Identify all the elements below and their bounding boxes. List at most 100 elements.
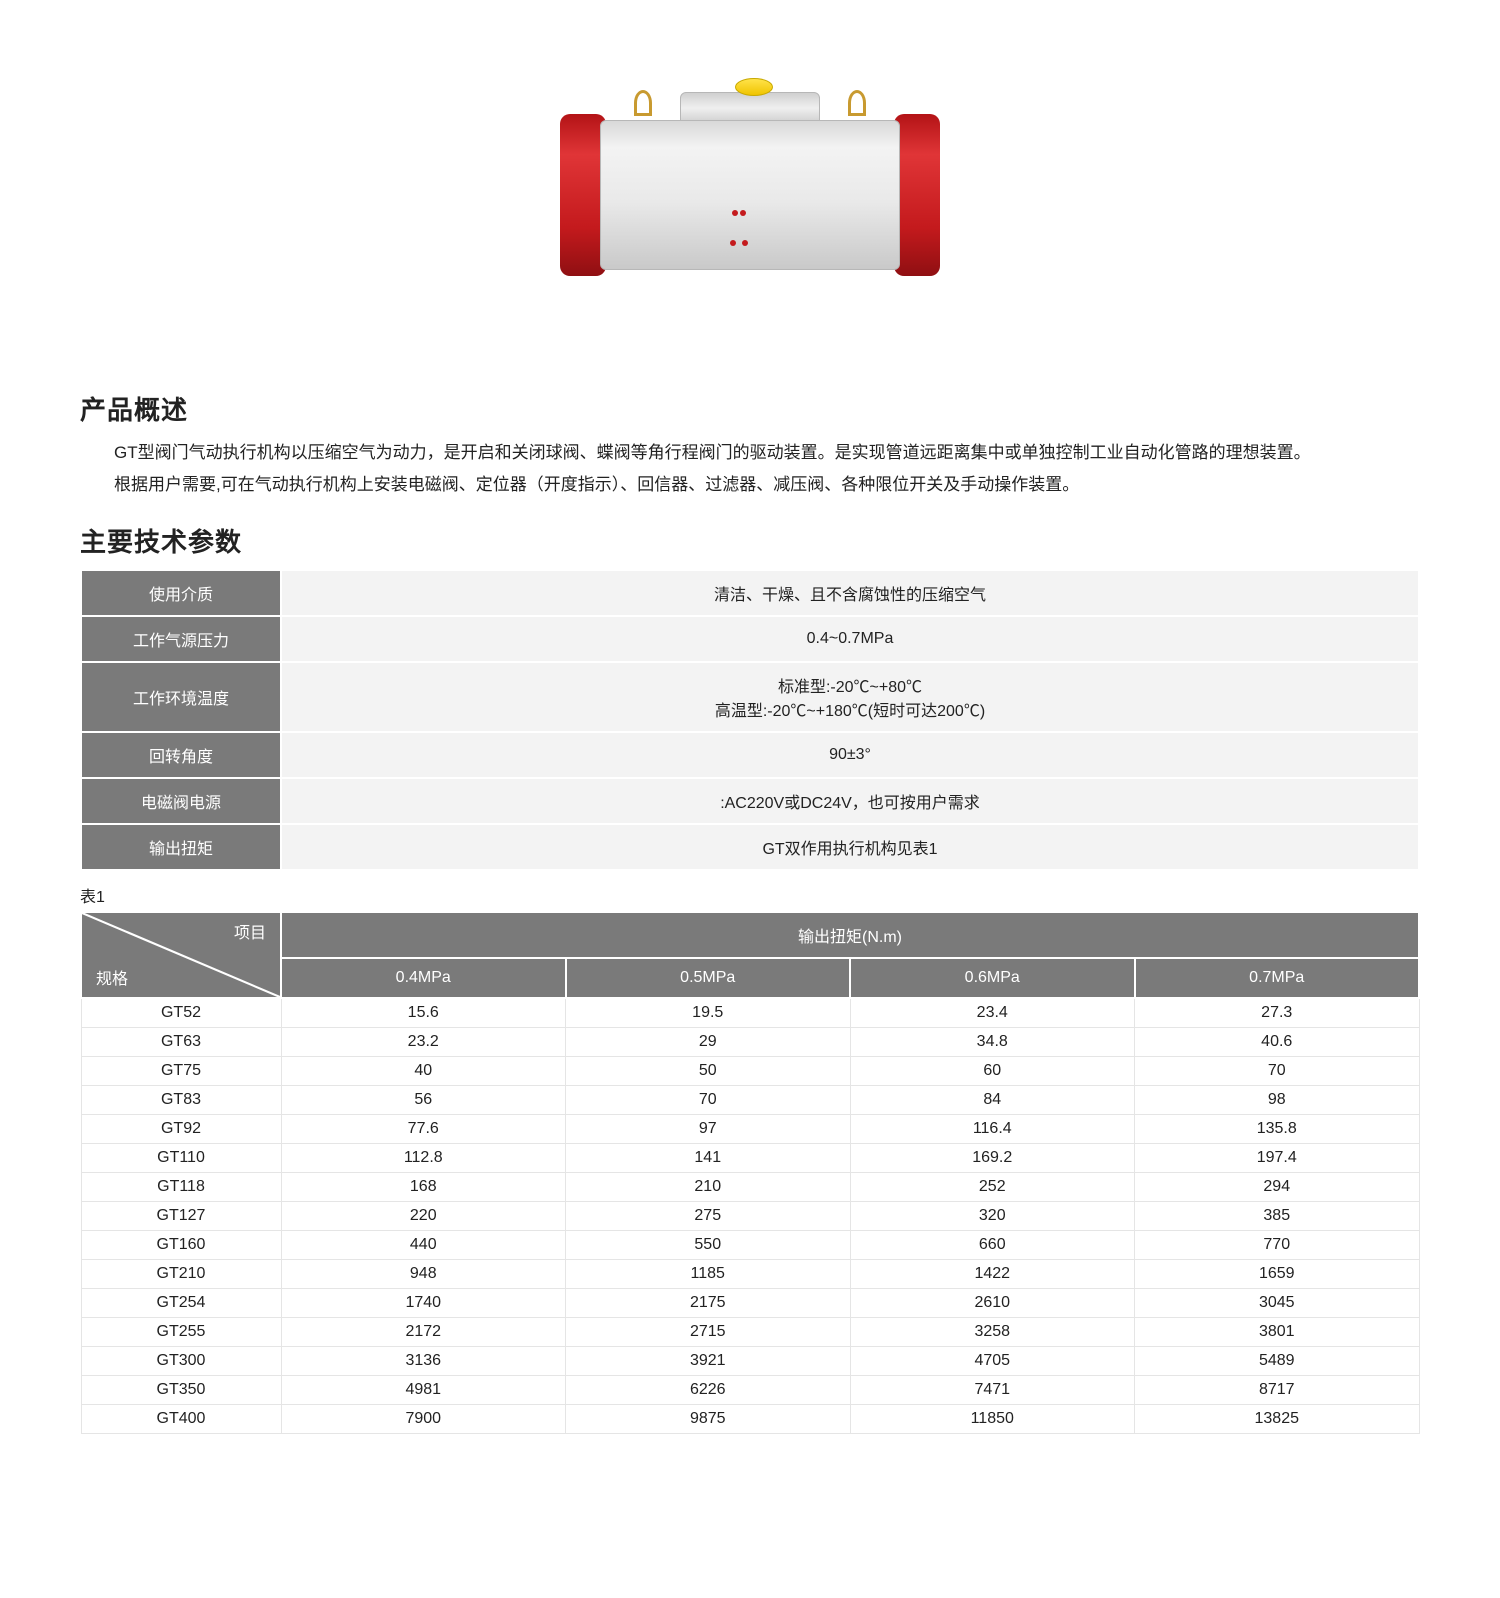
torque-value-cell: 56 [281, 1085, 566, 1114]
torque-value-cell: 77.6 [281, 1114, 566, 1143]
spec-value: 0.4~0.7MPa [281, 616, 1419, 662]
torque-spec-cell: GT75 [81, 1056, 281, 1085]
overview-p1: GT型阀门气动执行机构以压缩空气为动力，是开启和关闭球阀、蝶阀等角行程阀门的驱动… [80, 437, 1420, 469]
torque-spec-cell: GT210 [81, 1259, 281, 1288]
torque-value-cell: 98 [1135, 1085, 1420, 1114]
torque-value-cell: 6226 [566, 1375, 851, 1404]
specs-table: 使用介质清洁、干燥、且不含腐蚀性的压缩空气工作气源压力0.4~0.7MPa工作环… [80, 569, 1420, 871]
torque-value-cell: 50 [566, 1056, 851, 1085]
diag-top-label: 项目 [234, 919, 266, 943]
torque-spec-cell: GT350 [81, 1375, 281, 1404]
spec-label: 电磁阀电源 [81, 778, 281, 824]
torque-value-cell: 29 [566, 1027, 851, 1056]
torque-value-cell: 7471 [850, 1375, 1135, 1404]
torque-value-cell: 3258 [850, 1317, 1135, 1346]
torque-spec-cell: GT118 [81, 1172, 281, 1201]
torque-spec-cell: GT110 [81, 1143, 281, 1172]
torque-value-cell: 4981 [281, 1375, 566, 1404]
torque-value-cell: 3136 [281, 1346, 566, 1375]
torque-col-header: 0.7MPa [1135, 958, 1420, 998]
torque-value-cell: 252 [850, 1172, 1135, 1201]
torque-spec-cell: GT52 [81, 998, 281, 1028]
table1-label: 表1 [80, 883, 1420, 907]
torque-spec-cell: GT400 [81, 1404, 281, 1433]
torque-col-header: 0.5MPa [566, 958, 851, 998]
diag-header: 项目 规格 [81, 912, 281, 998]
torque-spec-cell: GT300 [81, 1346, 281, 1375]
torque-value-cell: 2172 [281, 1317, 566, 1346]
torque-value-cell: 1659 [1135, 1259, 1420, 1288]
diag-bot-label: 规格 [96, 965, 128, 989]
torque-group-header: 输出扭矩(N.m) [281, 912, 1419, 958]
torque-value-cell: 168 [281, 1172, 566, 1201]
torque-col-header: 0.6MPa [850, 958, 1135, 998]
torque-spec-cell: GT160 [81, 1230, 281, 1259]
spec-label: 输出扭矩 [81, 824, 281, 870]
torque-value-cell: 40.6 [1135, 1027, 1420, 1056]
torque-value-cell: 34.8 [850, 1027, 1135, 1056]
product-image [80, 40, 1420, 370]
spec-label: 回转角度 [81, 732, 281, 778]
torque-value-cell: 23.4 [850, 998, 1135, 1028]
spec-value: GT双作用执行机构见表1 [281, 824, 1419, 870]
torque-value-cell: 1740 [281, 1288, 566, 1317]
torque-value-cell: 169.2 [850, 1143, 1135, 1172]
torque-value-cell: 4705 [850, 1346, 1135, 1375]
torque-value-cell: 3921 [566, 1346, 851, 1375]
spec-label: 工作环境温度 [81, 662, 281, 732]
torque-value-cell: 23.2 [281, 1027, 566, 1056]
torque-value-cell: 1185 [566, 1259, 851, 1288]
torque-value-cell: 294 [1135, 1172, 1420, 1201]
torque-value-cell: 275 [566, 1201, 851, 1230]
specs-title: 主要技术参数 [80, 522, 1420, 559]
spec-label: 使用介质 [81, 570, 281, 616]
torque-value-cell: 2715 [566, 1317, 851, 1346]
torque-value-cell: 210 [566, 1172, 851, 1201]
torque-value-cell: 1422 [850, 1259, 1135, 1288]
torque-spec-cell: GT254 [81, 1288, 281, 1317]
torque-value-cell: 2610 [850, 1288, 1135, 1317]
torque-value-cell: 220 [281, 1201, 566, 1230]
torque-value-cell: 27.3 [1135, 998, 1420, 1028]
torque-value-cell: 11850 [850, 1404, 1135, 1433]
torque-value-cell: 320 [850, 1201, 1135, 1230]
torque-value-cell: 660 [850, 1230, 1135, 1259]
torque-value-cell: 13825 [1135, 1404, 1420, 1433]
torque-value-cell: 440 [281, 1230, 566, 1259]
torque-value-cell: 5489 [1135, 1346, 1420, 1375]
torque-value-cell: 70 [566, 1085, 851, 1114]
torque-value-cell: 3801 [1135, 1317, 1420, 1346]
torque-value-cell: 19.5 [566, 998, 851, 1028]
torque-spec-cell: GT255 [81, 1317, 281, 1346]
torque-value-cell: 770 [1135, 1230, 1420, 1259]
spec-value: :AC220V或DC24V，也可按用户需求 [281, 778, 1419, 824]
torque-value-cell: 40 [281, 1056, 566, 1085]
overview-p2: 根据用户需要,可在气动执行机构上安装电磁阀、定位器（开度指示）、回信器、过滤器、… [80, 469, 1420, 501]
torque-value-cell: 112.8 [281, 1143, 566, 1172]
spec-value: 标准型:-20℃~+80℃高温型:-20℃~+180℃(短时可达200℃) [281, 662, 1419, 732]
torque-value-cell: 9875 [566, 1404, 851, 1433]
spec-value: 90±3° [281, 732, 1419, 778]
torque-value-cell: 15.6 [281, 998, 566, 1028]
torque-value-cell: 8717 [1135, 1375, 1420, 1404]
torque-value-cell: 141 [566, 1143, 851, 1172]
torque-table: 项目 规格 输出扭矩(N.m) 0.4MPa0.5MPa0.6MPa0.7MPa… [80, 911, 1420, 1434]
torque-spec-cell: GT83 [81, 1085, 281, 1114]
torque-spec-cell: GT63 [81, 1027, 281, 1056]
torque-value-cell: 60 [850, 1056, 1135, 1085]
torque-value-cell: 3045 [1135, 1288, 1420, 1317]
torque-value-cell: 84 [850, 1085, 1135, 1114]
torque-value-cell: 7900 [281, 1404, 566, 1433]
torque-col-header: 0.4MPa [281, 958, 566, 998]
torque-value-cell: 385 [1135, 1201, 1420, 1230]
torque-value-cell: 948 [281, 1259, 566, 1288]
torque-value-cell: 70 [1135, 1056, 1420, 1085]
overview-title: 产品概述 [80, 390, 1420, 427]
torque-value-cell: 116.4 [850, 1114, 1135, 1143]
spec-value: 清洁、干燥、且不含腐蚀性的压缩空气 [281, 570, 1419, 616]
torque-value-cell: 2175 [566, 1288, 851, 1317]
torque-spec-cell: GT92 [81, 1114, 281, 1143]
torque-value-cell: 135.8 [1135, 1114, 1420, 1143]
torque-value-cell: 550 [566, 1230, 851, 1259]
torque-value-cell: 197.4 [1135, 1143, 1420, 1172]
